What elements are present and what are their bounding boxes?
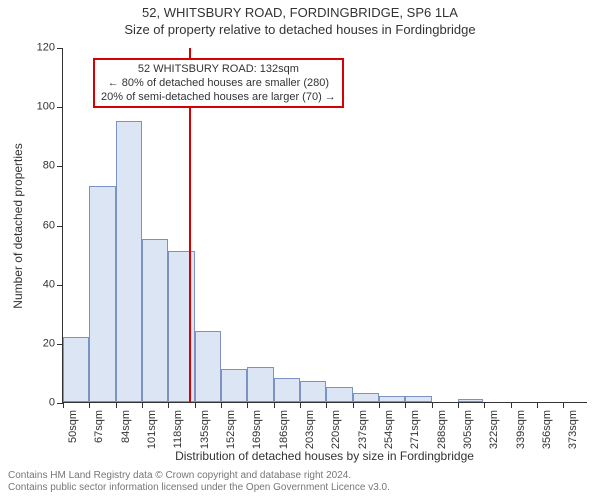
histogram-bar <box>300 381 326 402</box>
x-axis-label: Distribution of detached houses by size … <box>175 449 474 463</box>
histogram-bar <box>142 239 168 402</box>
histogram-bar <box>379 396 405 402</box>
x-tick <box>484 402 485 408</box>
x-tick-label: 237sqm <box>357 410 369 449</box>
plot-wrap: 02040608010012050sqm67sqm84sqm101sqm118s… <box>62 48 587 403</box>
annotation-line: 52 WHITSBURY ROAD: 132sqm <box>101 62 336 76</box>
y-tick-label: 0 <box>49 398 63 409</box>
histogram-bar <box>274 378 300 402</box>
x-tick <box>563 402 564 408</box>
x-tick <box>458 402 459 408</box>
x-tick <box>247 402 248 408</box>
x-tick-label: 271sqm <box>409 410 421 449</box>
histogram-bar <box>221 369 247 402</box>
x-tick <box>326 402 327 408</box>
y-tick-label: 40 <box>43 279 63 290</box>
x-tick-label: 67sqm <box>93 410 105 443</box>
x-tick <box>379 402 380 408</box>
histogram-bar <box>353 393 379 402</box>
histogram-bar <box>116 121 142 402</box>
histogram-bar <box>458 399 483 402</box>
x-tick-label: 322sqm <box>488 410 500 449</box>
x-tick-label: 118sqm <box>172 410 184 448</box>
footnote-line-1: Contains HM Land Registry data © Crown c… <box>8 470 390 482</box>
x-tick <box>511 402 512 408</box>
histogram-bar <box>405 396 431 402</box>
x-tick-label: 50sqm <box>67 410 79 443</box>
y-tick-label: 100 <box>37 102 63 113</box>
histogram-bar <box>247 367 273 403</box>
annotation-box: 52 WHITSBURY ROAD: 132sqm← 80% of detach… <box>93 58 344 108</box>
x-tick <box>116 402 117 408</box>
y-tick-label: 60 <box>43 220 63 231</box>
x-tick-label: 186sqm <box>278 410 290 449</box>
x-tick-label: 356sqm <box>541 410 553 449</box>
x-tick <box>432 402 433 408</box>
x-tick-label: 373sqm <box>567 410 579 449</box>
x-tick-label: 135sqm <box>199 410 211 449</box>
x-tick-label: 152sqm <box>225 410 237 449</box>
chart-titles: 52, WHITSBURY ROAD, FORDINGBRIDGE, SP6 1… <box>0 0 600 37</box>
x-tick <box>353 402 354 408</box>
x-tick-label: 169sqm <box>251 410 263 449</box>
x-tick <box>300 402 301 408</box>
chart-sub-title: Size of property relative to detached ho… <box>0 22 600 37</box>
x-tick <box>63 402 64 408</box>
chart-footnote: Contains HM Land Registry data © Crown c… <box>8 470 390 494</box>
x-tick <box>405 402 406 408</box>
histogram-bar <box>326 387 352 402</box>
histogram-bar <box>89 186 115 402</box>
y-tick-label: 80 <box>43 161 63 172</box>
footnote-line-2: Contains public sector information licen… <box>8 482 390 494</box>
histogram-bar <box>195 331 221 402</box>
x-tick <box>221 402 222 408</box>
x-tick <box>89 402 90 408</box>
x-tick <box>195 402 196 408</box>
y-axis-label: Number of detached properties <box>11 143 25 308</box>
y-tick-label: 120 <box>37 43 63 54</box>
plot-area: 02040608010012050sqm67sqm84sqm101sqm118s… <box>62 48 587 403</box>
x-tick-label: 254sqm <box>383 410 395 449</box>
x-tick <box>274 402 275 408</box>
annotation-line: ← 80% of detached houses are smaller (28… <box>101 76 336 90</box>
annotation-line: 20% of semi-detached houses are larger (… <box>101 90 336 104</box>
x-tick-label: 288sqm <box>436 410 448 449</box>
x-tick-label: 84sqm <box>120 410 132 443</box>
x-tick-label: 203sqm <box>304 410 316 449</box>
x-tick <box>168 402 169 408</box>
x-tick <box>537 402 538 408</box>
x-tick-label: 101sqm <box>146 410 158 449</box>
x-tick-label: 305sqm <box>462 410 474 449</box>
chart-super-title: 52, WHITSBURY ROAD, FORDINGBRIDGE, SP6 1… <box>0 5 600 20</box>
x-tick <box>142 402 143 408</box>
y-tick-label: 20 <box>43 338 63 349</box>
x-tick-label: 220sqm <box>330 410 342 449</box>
x-tick-label: 339sqm <box>515 410 527 449</box>
histogram-bar <box>63 337 89 402</box>
